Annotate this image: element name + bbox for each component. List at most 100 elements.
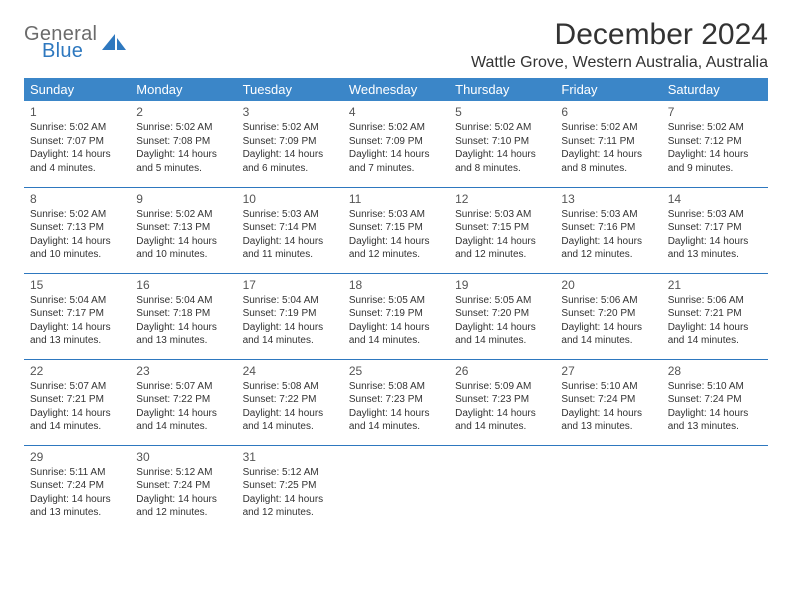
day-sunrise: Sunrise: 5:03 AM xyxy=(455,208,549,222)
day-sunrise: Sunrise: 5:02 AM xyxy=(30,121,124,135)
logo: General Blue xyxy=(24,24,127,61)
day-daylight1: Daylight: 14 hours xyxy=(455,235,549,249)
day-daylight1: Daylight: 14 hours xyxy=(136,235,230,249)
day-daylight1: Daylight: 14 hours xyxy=(668,321,762,335)
day-daylight1: Daylight: 14 hours xyxy=(30,148,124,162)
day-daylight1: Daylight: 14 hours xyxy=(455,407,549,421)
day-number: 15 xyxy=(30,277,124,293)
calendar-week-row: 15 Sunrise: 5:04 AM Sunset: 7:17 PM Dayligh… xyxy=(24,273,768,359)
day-header: Friday xyxy=(555,78,661,101)
day-sunset: Sunset: 7:17 PM xyxy=(668,221,762,235)
calendar-day-cell: 16Sunrise: 5:04 AMSunset: 7:18 PMDayligh… xyxy=(130,273,236,359)
day-daylight1: Daylight: 14 hours xyxy=(561,321,655,335)
day-daylight1: Daylight: 14 hours xyxy=(136,493,230,507)
calendar-day-cell: 5Sunrise: 5:02 AMSunset: 7:10 PMDaylight… xyxy=(449,101,555,187)
day-sunrise: Sunrise: 5:12 AM xyxy=(136,466,230,480)
calendar-week-row: 22Sunrise: 5:07 AMSunset: 7:21 PMDayligh… xyxy=(24,359,768,445)
day-daylight2: and 8 minutes. xyxy=(561,162,655,176)
day-daylight1: Daylight: 14 hours xyxy=(136,407,230,421)
day-header: Thursday xyxy=(449,78,555,101)
day-sunset: Sunset: 7:21 PM xyxy=(30,393,124,407)
day-sunrise: Sunrise: 5:03 AM xyxy=(668,208,762,222)
day-number: 9 xyxy=(136,191,230,207)
day-number: 11 xyxy=(349,191,443,207)
day-sunset: Sunset: 7:24 PM xyxy=(668,393,762,407)
day-sunset: Sunset: 7:12 PM xyxy=(668,135,762,149)
day-daylight1: Daylight: 14 hours xyxy=(243,235,337,249)
day-number: 10 xyxy=(243,191,337,207)
day-daylight2: and 11 minutes. xyxy=(243,248,337,262)
logo-word2: Blue xyxy=(42,41,97,61)
calendar-day-cell: 20Sunrise: 5:06 AMSunset: 7:20 PMDayligh… xyxy=(555,273,661,359)
day-daylight2: and 14 minutes. xyxy=(349,334,443,348)
calendar-day-cell: 11Sunrise: 5:03 AMSunset: 7:15 PMDayligh… xyxy=(343,187,449,273)
day-daylight2: and 12 minutes. xyxy=(136,506,230,520)
calendar-day-cell: 1Sunrise: 5:02 AMSunset: 7:07 PMDaylight… xyxy=(24,101,130,187)
calendar-day-cell: 23Sunrise: 5:07 AMSunset: 7:22 PMDayligh… xyxy=(130,359,236,445)
day-number: 17 xyxy=(243,277,337,293)
day-daylight1: Daylight: 14 hours xyxy=(668,407,762,421)
day-sunset: Sunset: 7:16 PM xyxy=(561,221,655,235)
calendar-day-cell: 29Sunrise: 5:11 AMSunset: 7:24 PMDayligh… xyxy=(24,445,130,531)
day-daylight1: Daylight: 14 hours xyxy=(30,407,124,421)
day-daylight2: and 13 minutes. xyxy=(30,506,124,520)
day-number: 12 xyxy=(455,191,549,207)
day-daylight2: and 14 minutes. xyxy=(30,420,124,434)
day-sunset: Sunset: 7:09 PM xyxy=(243,135,337,149)
day-header: Sunday xyxy=(24,78,130,101)
calendar-day-cell: 2Sunrise: 5:02 AMSunset: 7:08 PMDaylight… xyxy=(130,101,236,187)
day-daylight1: Daylight: 14 hours xyxy=(136,321,230,335)
calendar-day-cell: 31Sunrise: 5:12 AMSunset: 7:25 PMDayligh… xyxy=(237,445,343,531)
day-daylight1: Daylight: 14 hours xyxy=(561,235,655,249)
day-sunrise: Sunrise: 5:02 AM xyxy=(136,121,230,135)
day-daylight1: Daylight: 14 hours xyxy=(243,493,337,507)
day-header-row: Sunday Monday Tuesday Wednesday Thursday… xyxy=(24,78,768,101)
day-daylight2: and 9 minutes. xyxy=(668,162,762,176)
day-daylight1: Daylight: 14 hours xyxy=(243,148,337,162)
day-daylight1: Daylight: 14 hours xyxy=(30,493,124,507)
day-daylight1: Daylight: 14 hours xyxy=(243,321,337,335)
calendar-day-cell: 6Sunrise: 5:02 AMSunset: 7:11 PMDaylight… xyxy=(555,101,661,187)
day-daylight1: Daylight: 14 hours xyxy=(349,235,443,249)
calendar-day-cell xyxy=(449,445,555,531)
day-number: 26 xyxy=(455,363,549,379)
day-sunrise: Sunrise: 5:12 AM xyxy=(243,466,337,480)
day-number: 19 xyxy=(455,277,549,293)
day-sunset: Sunset: 7:17 PM xyxy=(30,307,124,321)
day-number: 29 xyxy=(30,449,124,465)
day-daylight1: Daylight: 14 hours xyxy=(668,235,762,249)
day-sunrise: Sunrise: 5:09 AM xyxy=(455,380,549,394)
calendar-day-cell xyxy=(555,445,661,531)
calendar-day-cell: 9Sunrise: 5:02 AMSunset: 7:13 PMDaylight… xyxy=(130,187,236,273)
day-number: 24 xyxy=(243,363,337,379)
day-sunset: Sunset: 7:19 PM xyxy=(243,307,337,321)
day-sunrise: Sunrise: 5:02 AM xyxy=(136,208,230,222)
day-sunrise: Sunrise: 5:02 AM xyxy=(455,121,549,135)
day-sunrise: Sunrise: 5:10 AM xyxy=(561,380,655,394)
calendar-day-cell: 24Sunrise: 5:08 AMSunset: 7:22 PMDayligh… xyxy=(237,359,343,445)
calendar-page: General Blue December 2024 Wattle Grove,… xyxy=(0,0,792,612)
calendar-day-cell: 4Sunrise: 5:02 AMSunset: 7:09 PMDaylight… xyxy=(343,101,449,187)
day-number: 28 xyxy=(668,363,762,379)
day-header: Wednesday xyxy=(343,78,449,101)
calendar-day-cell: 7Sunrise: 5:02 AMSunset: 7:12 PMDaylight… xyxy=(662,101,768,187)
calendar-day-cell: 18Sunrise: 5:05 AMSunset: 7:19 PMDayligh… xyxy=(343,273,449,359)
title-block: December 2024 Wattle Grove, Western Aust… xyxy=(471,18,768,72)
calendar-week-row: 8Sunrise: 5:02 AMSunset: 7:13 PMDaylight… xyxy=(24,187,768,273)
day-number: 6 xyxy=(561,104,655,120)
day-sunrise: Sunrise: 5:06 AM xyxy=(561,294,655,308)
day-sunrise: Sunrise: 5:03 AM xyxy=(561,208,655,222)
day-sunset: Sunset: 7:22 PM xyxy=(136,393,230,407)
day-daylight2: and 14 minutes. xyxy=(349,420,443,434)
day-daylight2: and 14 minutes. xyxy=(243,420,337,434)
day-daylight2: and 10 minutes. xyxy=(136,248,230,262)
logo-text: General Blue xyxy=(24,24,97,61)
day-number: 14 xyxy=(668,191,762,207)
day-sunset: Sunset: 7:23 PM xyxy=(349,393,443,407)
day-number: 21 xyxy=(668,277,762,293)
day-sunrise: Sunrise: 5:06 AM xyxy=(668,294,762,308)
calendar-week-row: 29Sunrise: 5:11 AMSunset: 7:24 PMDayligh… xyxy=(24,445,768,531)
calendar-day-cell xyxy=(343,445,449,531)
day-number: 20 xyxy=(561,277,655,293)
day-sunrise: Sunrise: 5:04 AM xyxy=(136,294,230,308)
